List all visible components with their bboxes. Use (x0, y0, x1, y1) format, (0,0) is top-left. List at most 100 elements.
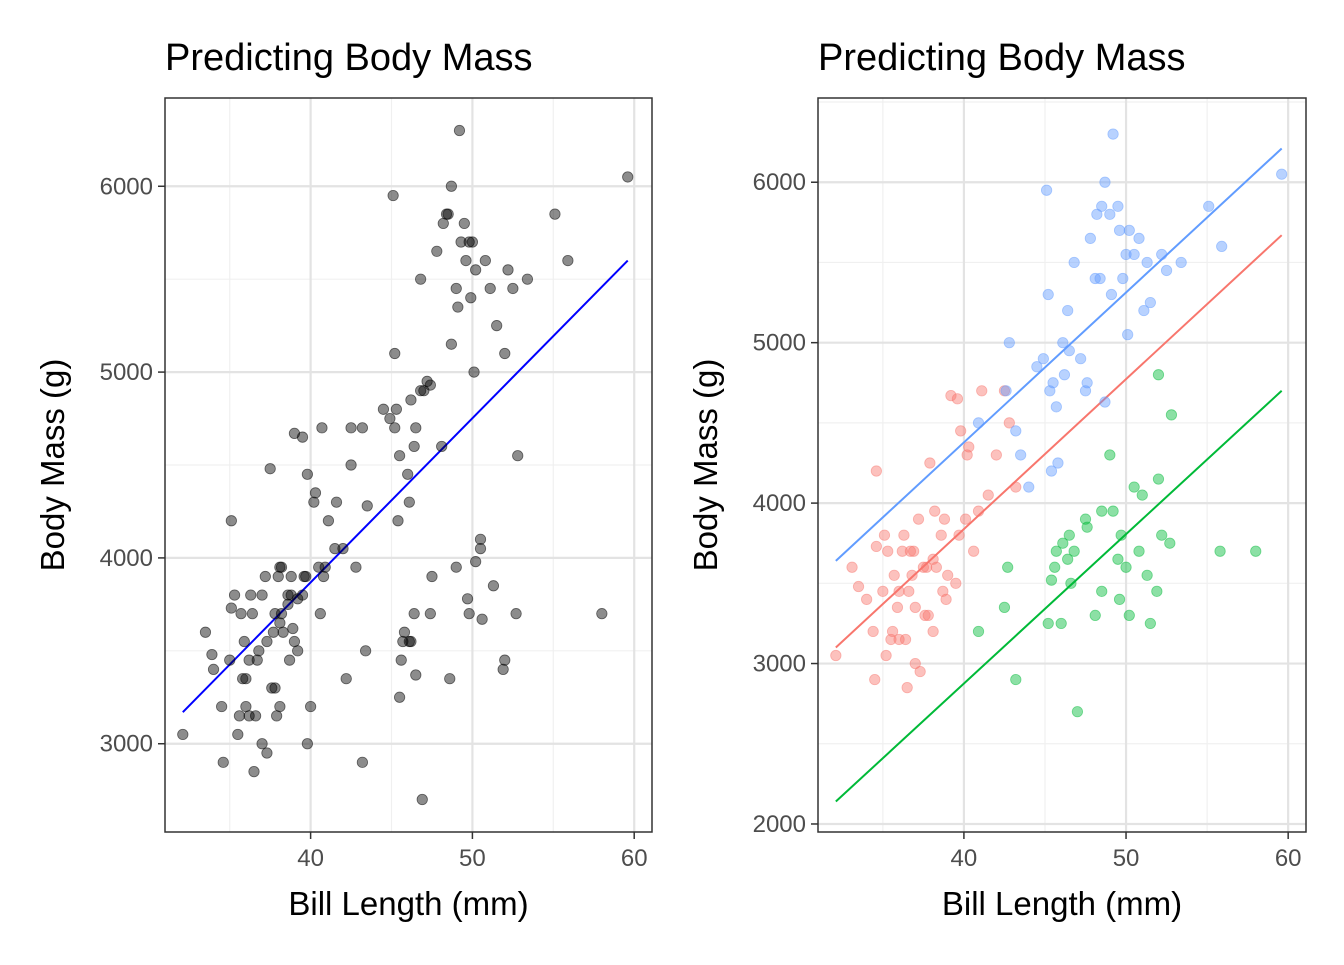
data-point (250, 710, 262, 722)
data-point (269, 682, 281, 694)
data-point (1123, 609, 1135, 622)
data-point (1112, 553, 1124, 565)
data-point (460, 254, 472, 267)
data-point (424, 608, 436, 620)
data-point (1099, 176, 1111, 188)
data-point (267, 626, 280, 638)
data-point (904, 545, 917, 557)
data-point (909, 657, 921, 670)
data-point (238, 635, 250, 648)
data-point (972, 505, 985, 517)
data-point (283, 654, 296, 666)
data-point (919, 609, 931, 622)
y-tick-label: 4000 (100, 545, 153, 572)
data-point (253, 645, 265, 657)
data-point (384, 412, 396, 425)
data-point (1175, 256, 1187, 269)
data-point (903, 585, 915, 597)
data-point (240, 700, 252, 713)
data-point (245, 589, 257, 601)
data-point (880, 649, 892, 662)
data-point (917, 561, 929, 573)
data-point (510, 608, 522, 620)
data-point (899, 633, 912, 646)
data-point (562, 254, 574, 267)
data-point (1138, 304, 1150, 317)
left-fit-lines (182, 259, 629, 713)
data-point (275, 608, 288, 620)
data-point (405, 394, 417, 406)
data-point (389, 347, 401, 360)
x-tick-label: 50 (459, 845, 486, 872)
data-point (982, 489, 994, 501)
data-point (316, 422, 328, 434)
data-point (356, 422, 368, 434)
data-point (235, 608, 247, 620)
data-point (228, 589, 241, 601)
data-point (461, 593, 474, 605)
data-point (246, 608, 258, 620)
data-point (256, 589, 268, 601)
data-point (1164, 537, 1176, 549)
data-point (233, 710, 246, 722)
data-point (1063, 529, 1075, 541)
data-point (1045, 574, 1058, 586)
data-point (1120, 561, 1132, 573)
data-point (1104, 208, 1116, 220)
data-point (1112, 200, 1124, 212)
data-point (259, 570, 271, 583)
data-point (1065, 577, 1077, 589)
data-point (1123, 224, 1135, 236)
data-point (1105, 288, 1118, 301)
data-point (1057, 537, 1069, 549)
data-point (1141, 569, 1153, 581)
data-point (285, 589, 297, 601)
data-point (261, 635, 273, 648)
data-point (224, 654, 236, 666)
data-point (1089, 609, 1101, 622)
data-point (322, 515, 335, 527)
data-point (296, 431, 309, 443)
data-point (445, 338, 457, 350)
data-point (207, 663, 220, 676)
data-point (1096, 585, 1108, 597)
data-point (1068, 545, 1080, 557)
data-point (909, 601, 921, 613)
data-point (1104, 449, 1116, 461)
data-point (1107, 505, 1119, 517)
data-point (408, 440, 420, 453)
data-point (1151, 585, 1163, 597)
data-point (403, 496, 415, 508)
y-tick-label: 5000 (100, 359, 153, 386)
data-point (1156, 529, 1168, 541)
data-point (935, 529, 947, 541)
data-point (1216, 240, 1228, 253)
data-point (394, 450, 406, 462)
data-point (867, 625, 879, 638)
data-point (1099, 396, 1111, 408)
data-point (301, 738, 313, 750)
data-point (852, 580, 865, 593)
y-tick-label: 6000 (753, 169, 806, 196)
data-point (360, 645, 372, 657)
data-point (870, 465, 882, 477)
data-point (301, 468, 313, 480)
left-panel-border (164, 97, 653, 833)
data-point (1250, 545, 1262, 557)
data-point (392, 515, 404, 527)
x-tick-label: 50 (1113, 845, 1140, 872)
data-point (240, 673, 252, 685)
data-point (1052, 457, 1064, 469)
data-point (403, 635, 415, 648)
data-point (888, 569, 900, 581)
data-point (499, 347, 511, 360)
left-grid (165, 98, 652, 832)
data-point (296, 589, 309, 601)
data-point (955, 425, 967, 437)
data-point (906, 569, 918, 581)
data-point (285, 570, 297, 583)
data-point (1141, 256, 1153, 269)
left-panel: Predicting Body Mass 40 50 60 3000 4000 5000 6… (34, 37, 653, 922)
